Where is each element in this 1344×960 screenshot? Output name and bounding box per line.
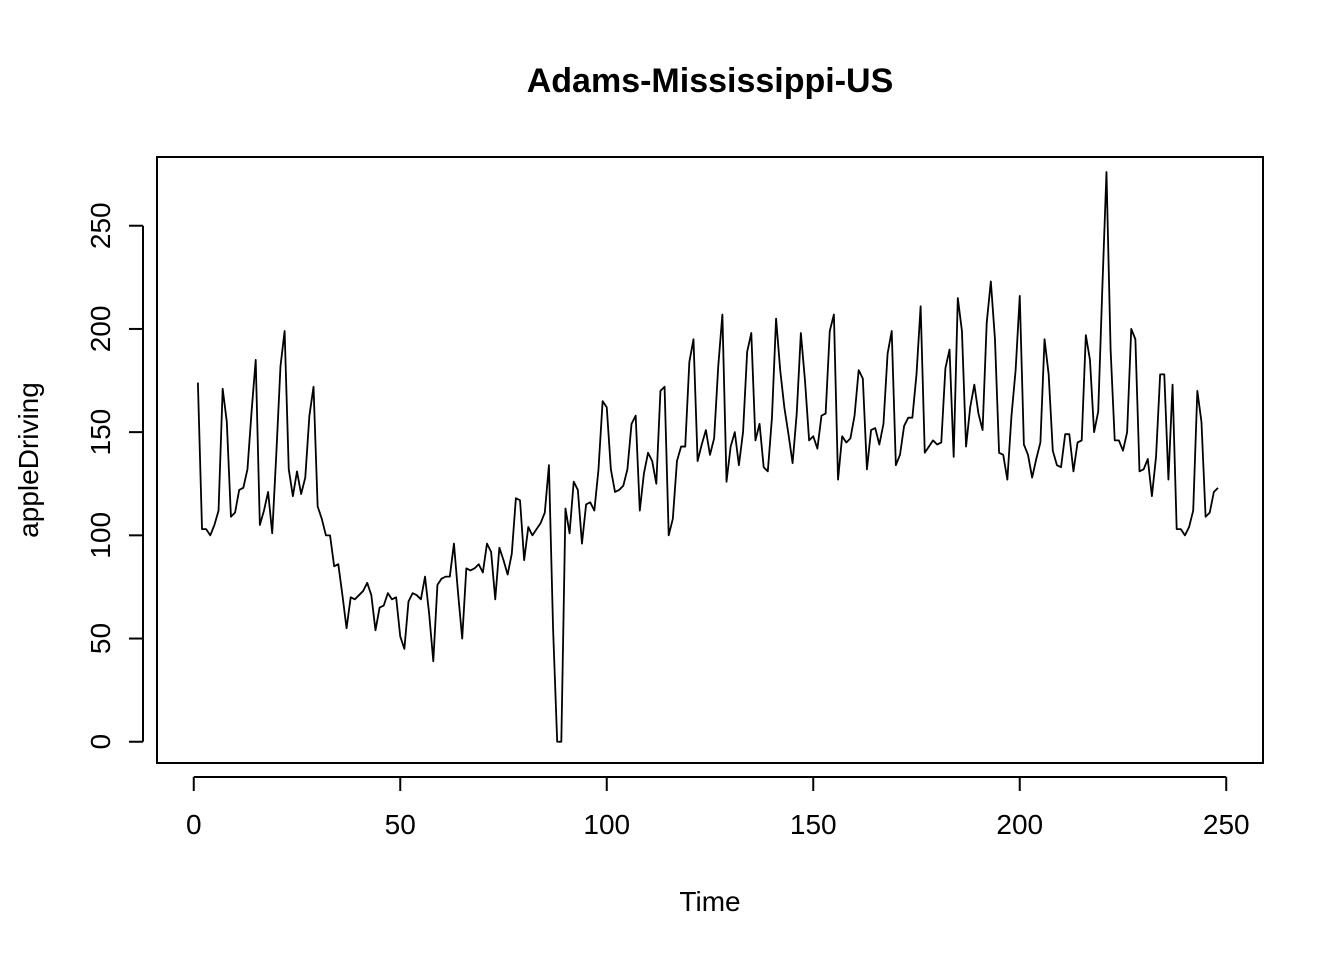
x-tick-label: 100 [583, 809, 630, 840]
x-tick-label: 150 [790, 809, 837, 840]
y-tick-label: 0 [85, 734, 116, 750]
y-tick-label: 100 [85, 512, 116, 559]
y-tick-label: 150 [85, 409, 116, 456]
y-tick-label: 200 [85, 306, 116, 353]
x-tick-label: 50 [385, 809, 416, 840]
y-tick-label: 250 [85, 202, 116, 249]
y-axis: 0 50 100 150 200 250 [85, 202, 144, 750]
y-axis-label: appleDriving [13, 382, 44, 538]
series-line [196, 171, 1219, 743]
x-tick-label: 0 [186, 809, 202, 840]
x-tick-label: 250 [1203, 809, 1250, 840]
y-tick-label: 50 [85, 623, 116, 654]
x-axis-label: Time [679, 886, 740, 917]
x-tick-label: 200 [996, 809, 1043, 840]
x-axis: 0 50 100 150 200 250 [186, 776, 1250, 840]
chart-title: Adams-Mississippi-US [527, 62, 894, 100]
plot-frame [156, 156, 1264, 764]
